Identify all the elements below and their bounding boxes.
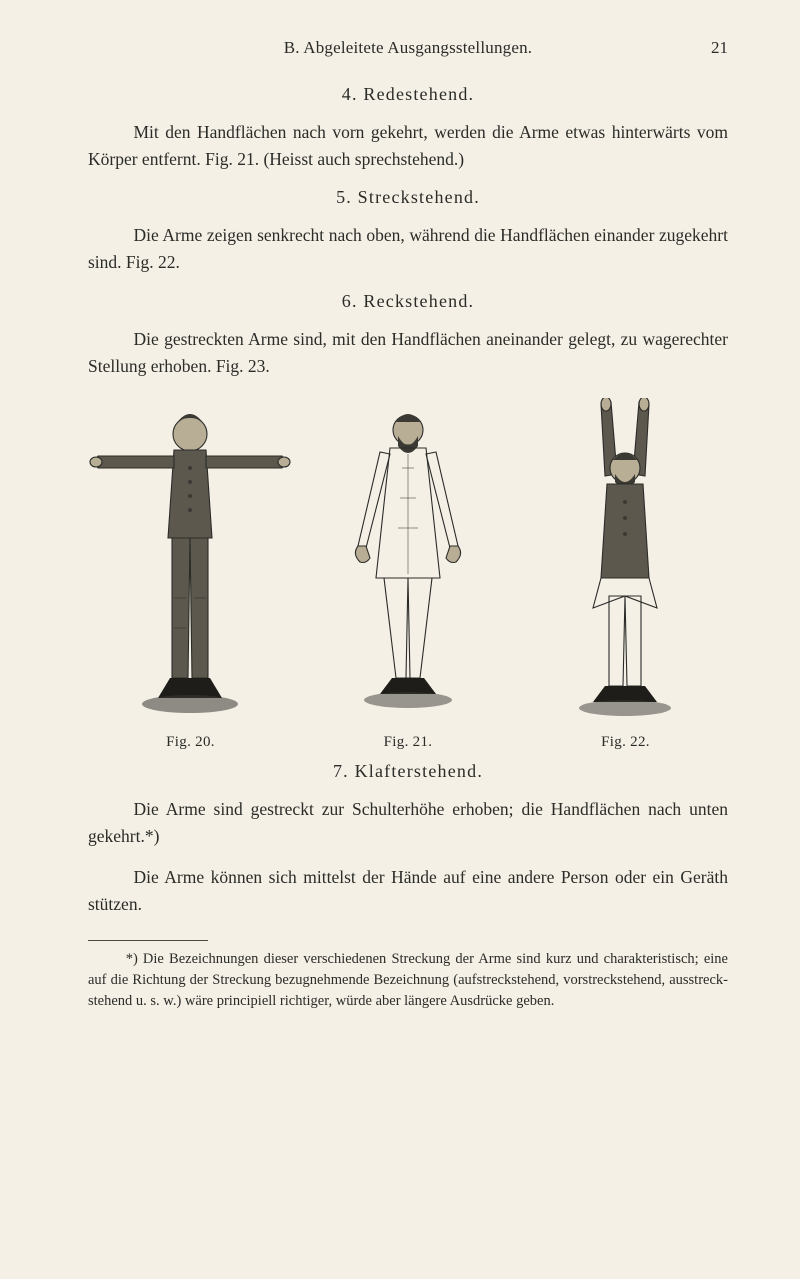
figure-20: Fig. 20.: [88, 398, 293, 751]
figure-20-svg: [88, 398, 293, 728]
heading-6: 6. Reckstehend.: [88, 291, 728, 312]
figure-20-caption: Fig. 20.: [88, 734, 293, 751]
paragraph-7a: Die Arme sind gestreckt zur Schulterhöhe…: [88, 796, 728, 850]
running-head: B. Abgeleitete Ausgangsstellungen. 21: [88, 38, 728, 58]
paragraph-5: Die Arme zeigen senkrecht nach oben, wäh…: [88, 222, 728, 276]
footnote-rule: [88, 940, 208, 941]
figure-22-caption: Fig. 22.: [523, 734, 728, 751]
figure-21: Fig. 21.: [318, 398, 498, 751]
page: B. Abgeleitete Ausgangsstellungen. 21 4.…: [0, 0, 800, 1279]
footnote: *) Die Bezeichnungen dieser verschiedene…: [88, 949, 728, 1012]
page-number: 21: [694, 38, 728, 58]
paragraph-6: Die gestreckten Arme sind, mit den Handf…: [88, 326, 728, 380]
heading-4: 4. Redestehend.: [88, 84, 728, 105]
figure-21-svg: [318, 398, 498, 728]
figure-22-svg: [523, 398, 728, 728]
paragraph-7b: Die Arme können sich mittelst der Hände …: [88, 864, 728, 918]
figure-row: Fig. 20.: [88, 398, 728, 751]
running-section-title: B. Abgeleitete Ausgangsstellungen.: [122, 38, 694, 58]
figure-21-caption: Fig. 21.: [318, 734, 498, 751]
heading-5: 5. Streckstehend.: [88, 187, 728, 208]
figure-22: Fig. 22.: [523, 398, 728, 751]
heading-7: 7. Klafterstehend.: [88, 761, 728, 782]
paragraph-4: Mit den Handflächen nach vorn gekehrt, w…: [88, 119, 728, 173]
